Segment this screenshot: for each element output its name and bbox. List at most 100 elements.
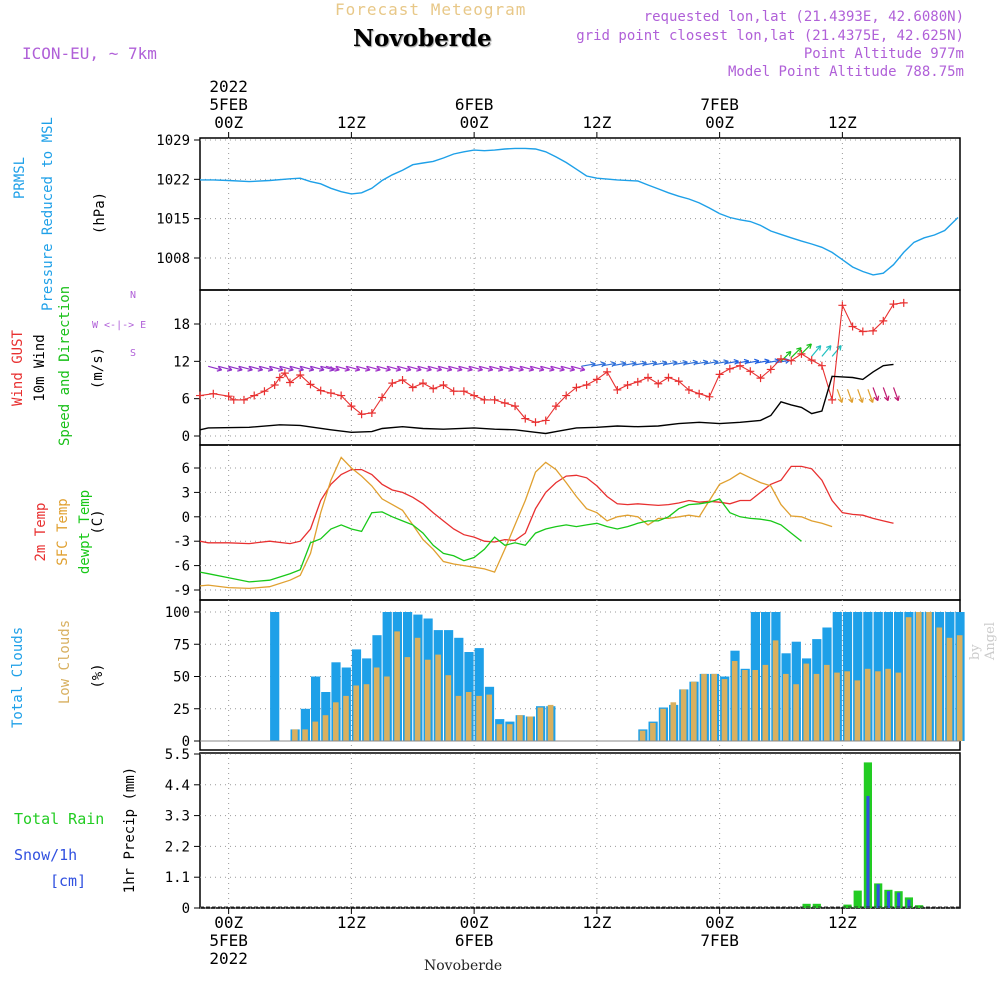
bar-low-clouds-25 — [455, 695, 462, 741]
gust-marker-21 — [398, 376, 407, 384]
wind-arrow-1-10.5 — [335, 365, 350, 371]
bar-low-clouds-51 — [721, 679, 728, 741]
wind-arrow-1-16.5 — [397, 365, 412, 371]
bar-snow-67 — [886, 891, 890, 908]
bar-low-clouds-13 — [333, 702, 339, 741]
wind-arrow-1-14.5 — [376, 365, 391, 371]
bar-total-rain-70 — [915, 905, 924, 908]
gust-marker-3 — [229, 395, 238, 404]
wind-arrowhead-4-56 — [806, 343, 812, 349]
gust-marker-14 — [326, 389, 335, 398]
series-line-2m-temp — [199, 465, 894, 545]
ytick-label-2-0: 0 — [182, 510, 190, 526]
bar-low-clouds-61 — [824, 664, 830, 741]
gust-marker-53 — [725, 364, 734, 373]
bar-low-clouds-62 — [834, 672, 840, 741]
bar-low-clouds-24 — [445, 675, 452, 741]
bar-low-clouds-63 — [844, 671, 850, 741]
bar-low-clouds-47 — [680, 689, 687, 741]
wind-arrow-0--2 — [208, 365, 222, 371]
bar-low-clouds-58 — [793, 684, 799, 741]
panel-frame-0 — [199, 137, 961, 291]
wind-arrow-2-46.5 — [704, 360, 719, 365]
ytick-label-3-100: 100 — [165, 605, 190, 621]
wind-arrow-1-25.5 — [489, 365, 504, 371]
wind-arrowhead-1-15.5 — [395, 366, 402, 372]
gust-marker-31 — [500, 399, 509, 408]
wind-arrow-1-23.5 — [468, 365, 483, 371]
ytick-label-3-75: 75 — [173, 637, 190, 653]
bar-low-clouds-60 — [813, 673, 820, 741]
bar-low-clouds-72 — [936, 627, 943, 741]
wind-arrowhead-1-11.5 — [354, 366, 361, 372]
ytick-label-3-25: 25 — [173, 702, 190, 718]
gust-marker-67 — [869, 326, 878, 335]
gust-marker-40 — [592, 375, 601, 384]
bar-total-clouds-25 — [454, 637, 464, 741]
compass-we: W <-|-> E — [92, 320, 147, 331]
footer-station: Novoberde — [424, 958, 503, 974]
bottom-tick-label-24-0: 00Z — [460, 913, 489, 932]
wind-arrow-7-63 — [872, 387, 879, 401]
wind-arrowhead-1-14.5 — [385, 366, 391, 372]
bar-snow-66 — [876, 884, 880, 908]
bottom-tick-label-48-0: 00Z — [705, 913, 734, 932]
wind-arrow-1-21.5 — [448, 365, 463, 371]
gust-marker-15 — [337, 391, 346, 400]
wind-arrow-6-60.5 — [846, 389, 853, 403]
ytick-label-4-5.5: 5.5 — [165, 747, 190, 763]
ytick-label-4-0: 0 — [182, 901, 190, 917]
ytick-label-0-1008: 1008 — [156, 251, 190, 267]
bar-low-clouds-34 — [547, 704, 554, 741]
wind-arrow-4-54 — [780, 351, 792, 362]
gust-marker-5 — [250, 391, 259, 400]
wind-arrow-6-61.5 — [857, 389, 864, 403]
wind-arrow-1-9.5 — [325, 365, 340, 371]
wind-arrow-2-37.5 — [612, 362, 627, 367]
wind-arrowhead-0-0 — [237, 366, 243, 372]
gust-marker-48 — [674, 377, 683, 386]
gust-marker-28 — [470, 391, 479, 400]
model-name: ICON-EU, ~ 7km — [22, 44, 157, 63]
wind-arrowhead-1-16.5 — [405, 366, 412, 372]
gust-marker-22 — [408, 383, 417, 392]
gust-marker-66 — [858, 327, 867, 336]
bar-total-clouds-64 — [853, 612, 863, 741]
gust-marker-41 — [603, 367, 612, 376]
bar-low-clouds-15 — [353, 685, 359, 741]
bar-low-clouds-10 — [302, 729, 308, 741]
wind-arrow-5-57 — [811, 345, 822, 357]
wind-arrow-2-44.5 — [683, 361, 698, 365]
wind-arrowhead-7-64 — [883, 395, 890, 402]
bar-low-clouds-43 — [639, 730, 646, 741]
wind-arrowhead-1-27.5 — [518, 366, 524, 372]
wind-arrow-4-55 — [790, 347, 802, 359]
wind-arrow-2-43.5 — [673, 361, 688, 366]
bar-low-clouds-69 — [905, 617, 912, 741]
bar-total-rain-60 — [812, 903, 821, 908]
wind-arrowhead-1-18.5 — [426, 366, 432, 372]
gust-marker-58 — [776, 354, 785, 363]
wind-arrow-0-3 — [259, 365, 274, 371]
wind-arrow-0-2 — [248, 365, 263, 371]
wind-arrowhead-4-54 — [785, 350, 792, 357]
bar-low-clouds-55 — [762, 664, 769, 741]
wind-arrow-0-6 — [289, 365, 304, 371]
wind-arrow-4-56 — [801, 343, 812, 355]
wind-arrow-0-0 — [228, 365, 243, 371]
gust-marker-68 — [879, 316, 888, 325]
bar-low-clouds-29 — [496, 724, 503, 741]
wind-arrowhead-1-12.5 — [365, 366, 371, 372]
series-line-prmsl — [200, 147, 959, 276]
bar-low-clouds-9 — [292, 729, 298, 741]
wind-arrowhead-0--1 — [226, 366, 233, 372]
series-line-sfc-temp — [199, 456, 833, 590]
wind-arrowhead-6-62.5 — [868, 397, 875, 403]
wind-arrowhead-5-57 — [815, 345, 822, 351]
bar-low-clouds-11 — [312, 721, 319, 741]
gust-marker-12 — [306, 380, 315, 389]
top-tick-label-36-0: 12Z — [582, 113, 611, 132]
wind-arrowhead-1-21.5 — [457, 366, 463, 372]
ytick-label-3-0: 0 — [182, 734, 190, 750]
gust-marker-39 — [582, 380, 591, 389]
